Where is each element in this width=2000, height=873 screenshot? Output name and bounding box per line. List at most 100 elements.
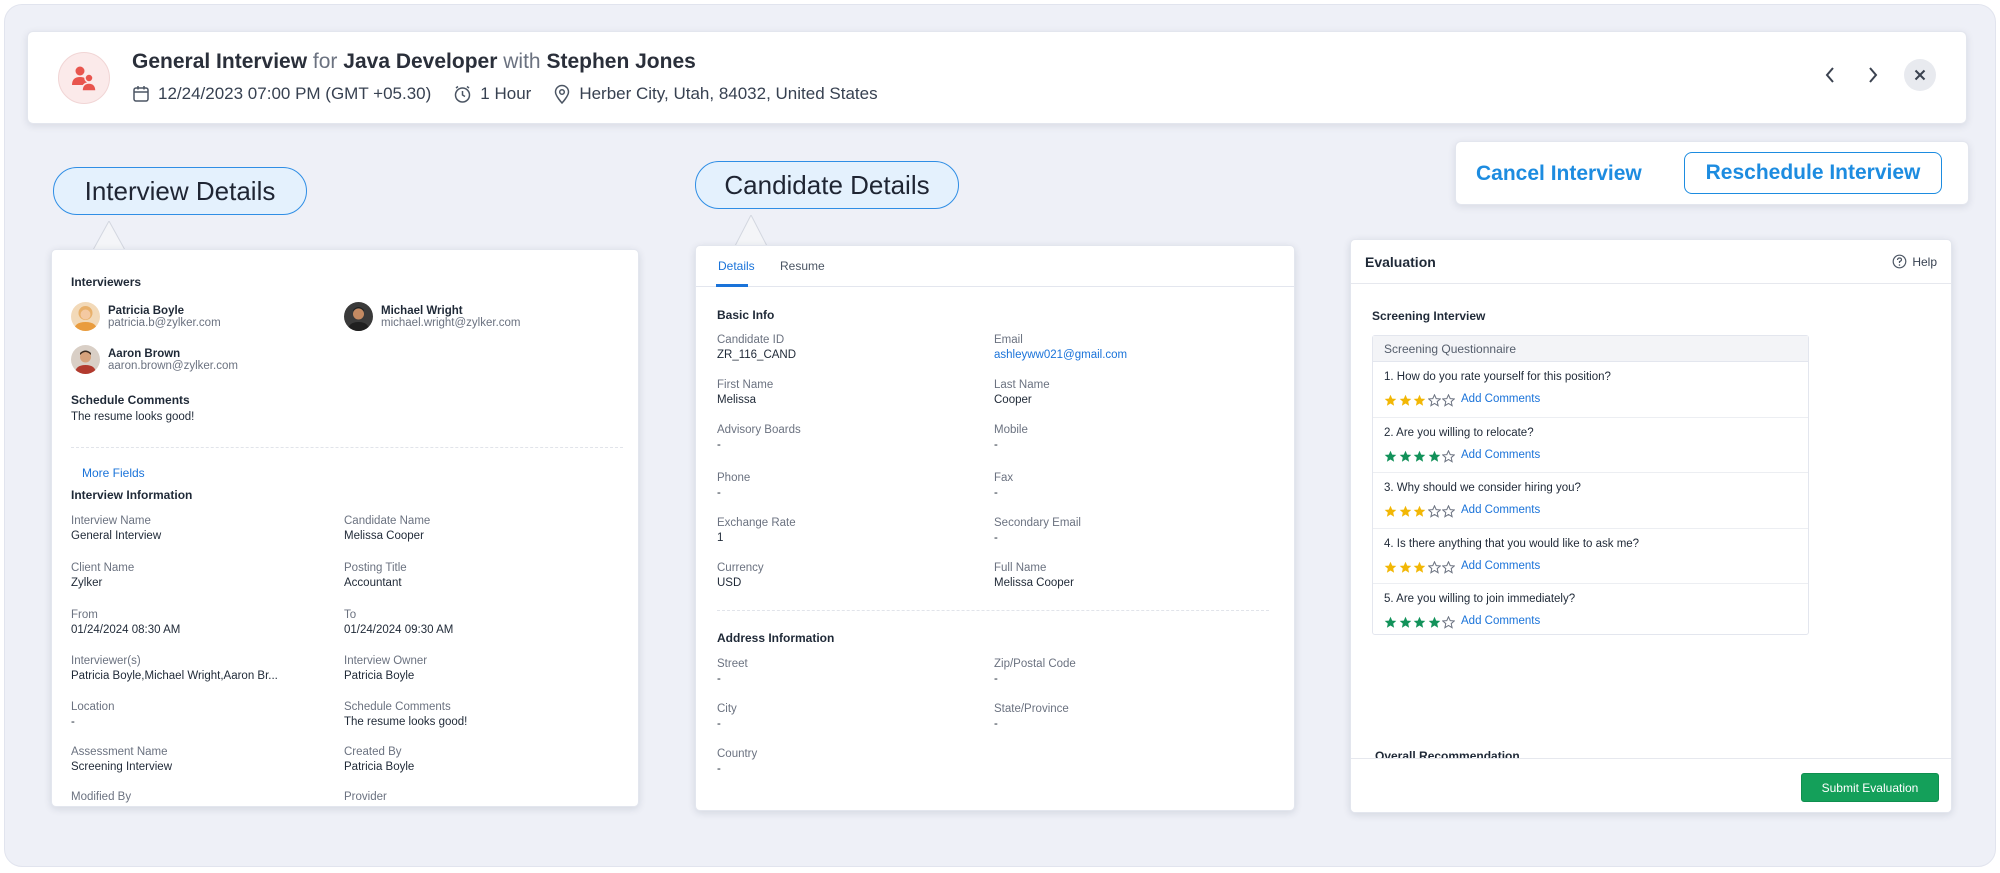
field-label: Posting Title: [344, 562, 407, 574]
interviewer-email: aaron.brown@zylker.com: [108, 359, 238, 372]
field-interview-name: Interview Name General Interview: [71, 515, 311, 542]
candidate-callout-pointer: [734, 215, 768, 247]
help-label: Help: [1912, 254, 1937, 269]
next-button[interactable]: [1856, 58, 1890, 92]
star-filled-icon[interactable]: [1384, 450, 1397, 463]
field-from: From 01/24/2024 08:30 AM: [71, 609, 311, 636]
field-label: Location: [71, 701, 115, 713]
star-filled-icon[interactable]: [1399, 561, 1412, 574]
question-text: 3. Why should we consider hiring you?: [1384, 482, 1581, 494]
field-value: -: [717, 718, 721, 730]
field-label: State/Province: [994, 703, 1069, 715]
field-state: State/Province -: [994, 703, 1234, 730]
star-empty-icon[interactable]: [1442, 394, 1455, 407]
star-empty-icon[interactable]: [1427, 394, 1441, 407]
question-row: 2. Are you willing to relocate? Add Comm…: [1373, 418, 1808, 473]
chevron-right-icon: [1869, 67, 1878, 83]
field-interviewers: Interviewer(s) Patricia Boyle,Michael Wri…: [71, 655, 286, 682]
interview-information-title: Interview Information: [71, 488, 193, 502]
field-secondary-email: Secondary Email -: [994, 517, 1234, 544]
star-filled-icon[interactable]: [1399, 616, 1412, 629]
star-filled-icon[interactable]: [1399, 394, 1412, 407]
field-value: -: [994, 718, 998, 730]
candidate-details-callout-label: Candidate Details: [724, 169, 930, 200]
interview-header: General Interview for Java Developer wit…: [27, 31, 1967, 124]
question-row: 3. Why should we consider hiring you? Ad…: [1373, 473, 1808, 529]
cancel-interview-button[interactable]: Cancel Interview: [1476, 162, 1642, 185]
star-empty-icon[interactable]: [1442, 616, 1455, 629]
star-empty-icon[interactable]: [1442, 560, 1455, 574]
field-fax: Fax -: [994, 472, 1234, 499]
question-row: 4. Is there anything that you would like…: [1373, 529, 1808, 584]
close-button[interactable]: [1904, 59, 1936, 91]
meta-location: Herber City, Utah, 84032, United States: [553, 84, 878, 104]
interviewer-name: Aaron Brown: [108, 347, 181, 360]
field-label: City: [717, 703, 737, 715]
star-filled-icon[interactable]: [1413, 394, 1426, 407]
field-value: Melissa Cooper: [344, 530, 424, 542]
star-empty-icon[interactable]: [1442, 449, 1455, 463]
field-location: Location -: [71, 701, 311, 728]
location-text: Herber City, Utah, 84032, United States: [579, 84, 878, 103]
field-label: From: [71, 609, 98, 621]
star-filled-icon[interactable]: [1384, 561, 1397, 574]
star-filled-icon[interactable]: [1384, 616, 1397, 629]
star-empty-icon[interactable]: [1442, 505, 1455, 518]
star-filled-icon[interactable]: [1384, 505, 1397, 518]
field-label: Secondary Email: [994, 517, 1081, 529]
star-rating[interactable]: [1384, 616, 1457, 629]
overall-recommendation-title: Overall Recommendation: [1375, 749, 1520, 758]
field-value: Patricia Boyle: [344, 670, 415, 682]
field-value: The resume looks good!: [344, 716, 468, 728]
star-filled-icon[interactable]: [1428, 616, 1441, 629]
field-value: Screening Interview: [71, 761, 172, 773]
submit-evaluation-button[interactable]: Submit Evaluation: [1801, 773, 1939, 802]
star-empty-icon[interactable]: [1427, 505, 1441, 518]
star-filled-icon[interactable]: [1413, 450, 1426, 463]
add-comments-link[interactable]: Add Comments: [1461, 393, 1541, 405]
add-comments-link[interactable]: Add Comments: [1461, 448, 1541, 461]
star-filled-icon[interactable]: [1413, 505, 1426, 518]
field-value: -: [994, 673, 998, 685]
star-rating[interactable]: [1384, 394, 1457, 407]
header-navigation: [1804, 58, 1936, 92]
help-button[interactable]: Help: [1892, 254, 1937, 269]
field-value: Cooper: [994, 394, 1032, 406]
star-filled-icon[interactable]: [1428, 450, 1441, 463]
previous-button[interactable]: [1813, 58, 1847, 92]
star-filled-icon[interactable]: [1413, 561, 1426, 574]
interviewer-michael: Michael Wright michael.wright@zylker.com: [344, 302, 521, 331]
interviewer-email: michael.wright@zylker.com: [381, 316, 521, 329]
divider: [71, 447, 623, 448]
star-filled-icon[interactable]: [1413, 616, 1426, 629]
evaluation-footer: Submit Evaluation: [1351, 758, 1951, 812]
interviewer-patricia: Patricia Boyle patricia.b@zylker.com: [71, 302, 221, 331]
question-text: 5. Are you willing to join immediately?: [1384, 593, 1576, 605]
field-value: 01/24/2024 09:30 AM: [344, 624, 454, 636]
address-information-title: Address Information: [717, 631, 835, 645]
divider: [717, 610, 1269, 611]
reschedule-interview-button[interactable]: Reschedule Interview: [1684, 152, 1942, 194]
field-value: -: [717, 439, 721, 451]
star-rating[interactable]: [1384, 505, 1457, 518]
email-link[interactable]: ashleyww021@gmail.com: [994, 349, 1128, 361]
star-filled-icon[interactable]: [1384, 394, 1397, 407]
tab-details[interactable]: Details: [718, 259, 755, 273]
add-comments-link[interactable]: Add Comments: [1461, 615, 1541, 627]
star-filled-icon[interactable]: [1399, 450, 1412, 463]
star-rating[interactable]: [1384, 560, 1457, 574]
add-comments-link[interactable]: Add Comments: [1461, 504, 1541, 516]
tab-resume[interactable]: Resume: [780, 259, 825, 273]
field-label: Interview Name: [71, 515, 151, 527]
field-interview-owner: Interview Owner Patricia Boyle: [344, 655, 584, 682]
star-empty-icon[interactable]: [1427, 560, 1441, 574]
field-posting-title: Posting Title Accountant: [344, 562, 584, 589]
add-comments-link[interactable]: Add Comments: [1461, 559, 1541, 572]
field-label: Email: [994, 334, 1023, 346]
field-to: To 01/24/2024 09:30 AM: [344, 609, 584, 636]
star-filled-icon[interactable]: [1399, 505, 1412, 518]
evaluation-title: Evaluation: [1365, 254, 1436, 270]
more-fields-link[interactable]: More Fields: [82, 466, 145, 480]
field-advisory-boards: Advisory Boards -: [717, 424, 957, 451]
star-rating[interactable]: [1384, 449, 1457, 463]
